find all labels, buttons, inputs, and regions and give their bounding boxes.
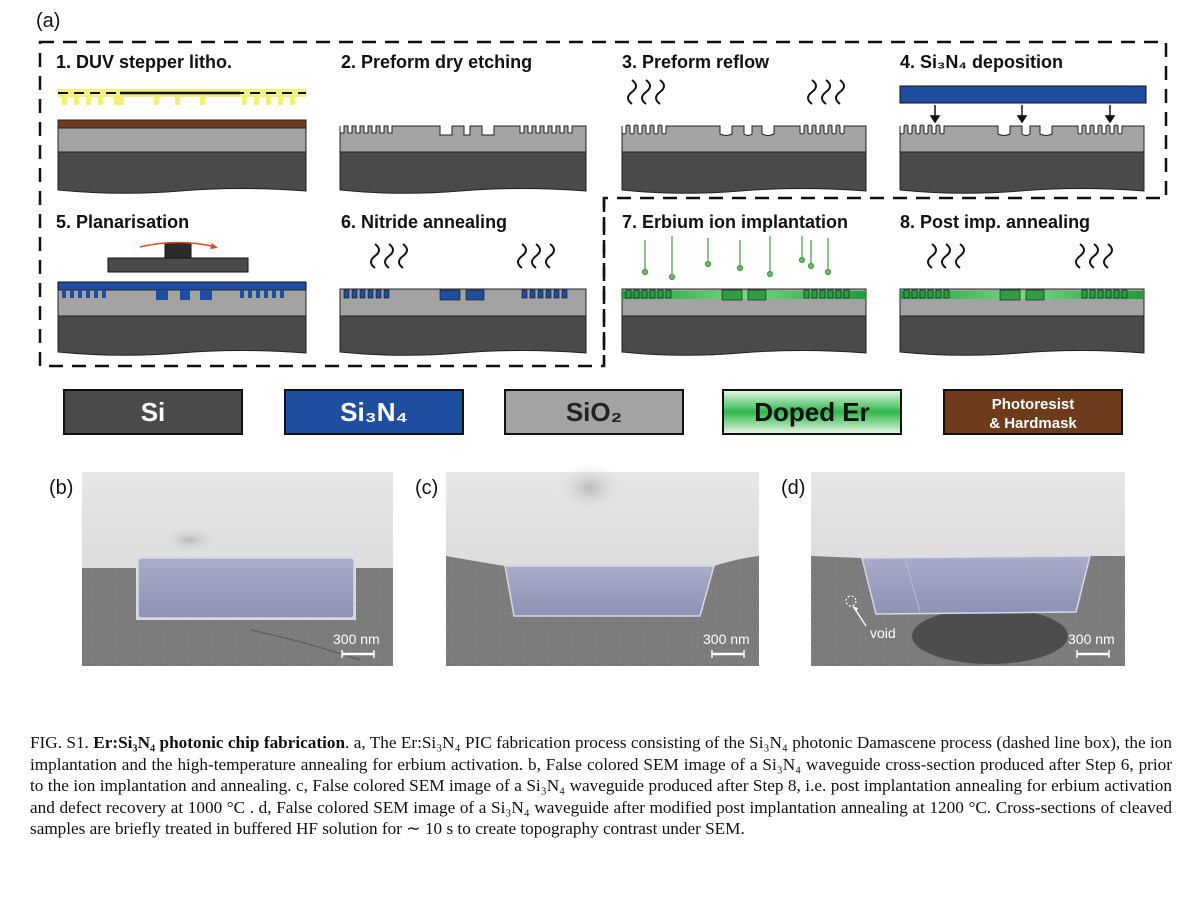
- panel-a-label: (a): [36, 10, 60, 32]
- svg-text:& Hardmask: & Hardmask: [989, 415, 1077, 432]
- legend-si3n4: Si₃N₄: [285, 390, 463, 434]
- legend: Si Si₃N₄ SiO₂ Doped Er Photoresist & Har…: [64, 390, 1122, 434]
- step-2-title: 2. Preform dry etching: [341, 52, 532, 72]
- svg-text:5. Planarisation: 5. Planarisation: [56, 212, 189, 232]
- panel-d-label: (d): [781, 477, 805, 499]
- svg-text:Doped Er: Doped Er: [754, 397, 870, 427]
- step-6-diagram: [340, 244, 586, 355]
- svg-text:SiO₂: SiO₂: [566, 397, 622, 427]
- step-5-diagram: [58, 243, 306, 356]
- legend-si: Si: [64, 390, 242, 434]
- panel-b-label: (b): [49, 477, 73, 499]
- figure-canvas: (a) 1. DUV stepper litho. 2. Preform dry…: [0, 0, 1200, 730]
- step-8-diagram: [900, 244, 1144, 355]
- step-4-diagram: [900, 86, 1146, 193]
- svg-text:300 nm: 300 nm: [703, 631, 750, 647]
- svg-text:6. Nitride annealing: 6. Nitride annealing: [341, 212, 507, 232]
- svg-text:Si: Si: [141, 397, 166, 427]
- sem-image-d: void 300 nm: [811, 472, 1125, 666]
- step-7-title: 7. Erbium ion implantation: [622, 212, 848, 232]
- step-1-title: 1. DUV stepper litho.: [56, 52, 232, 72]
- legend-doped-er: Doped Er: [723, 390, 901, 434]
- sem-image-c: 300 nm: [446, 464, 759, 666]
- sem-image-b: 300 nm: [82, 472, 393, 666]
- svg-text:Photoresist: Photoresist: [992, 396, 1075, 413]
- step-1-diagram: [58, 89, 306, 193]
- svg-text:3. Preform reflow: 3. Preform reflow: [622, 52, 770, 72]
- panel-c-label: (c): [415, 477, 438, 499]
- void-annotation: void: [870, 625, 896, 641]
- svg-text:7. Erbium ion implantation: 7. Erbium ion implantation: [622, 212, 848, 232]
- caption-fig-number: FIG. S1.: [30, 733, 89, 752]
- step-4-title: 4. Si₃N₄ deposition: [900, 52, 1063, 72]
- svg-text:4. Si₃N₄ deposition: 4. Si₃N₄ deposition: [900, 52, 1063, 72]
- legend-photoresist: Photoresist & Hardmask: [944, 390, 1122, 434]
- svg-text:8. Post imp. annealing: 8. Post imp. annealing: [900, 212, 1090, 232]
- svg-text:1. DUV stepper litho.: 1. DUV stepper litho.: [56, 52, 232, 72]
- step-3-title: 3. Preform reflow: [622, 52, 770, 72]
- step-5-title: 5. Planarisation: [56, 212, 189, 232]
- svg-text:2. Preform dry etching: 2. Preform dry etching: [341, 52, 532, 72]
- step-8-title: 8. Post imp. annealing: [900, 212, 1090, 232]
- legend-sio2: SiO₂: [505, 390, 683, 434]
- step-6-title: 6. Nitride annealing: [341, 212, 507, 232]
- svg-text:300 nm: 300 nm: [1068, 631, 1115, 647]
- caption-title: Er:Si₃N₄ photonic chip fabrication: [93, 733, 345, 752]
- svg-text:300 nm: 300 nm: [333, 631, 380, 647]
- step-7-diagram: [622, 236, 866, 355]
- step-3-diagram: [622, 80, 866, 193]
- step-2-diagram: [340, 126, 586, 193]
- svg-text:Si₃N₄: Si₃N₄: [340, 397, 408, 427]
- figure-caption: FIG. S1. Er:Si₃N₄ photonic chip fabricat…: [30, 732, 1172, 840]
